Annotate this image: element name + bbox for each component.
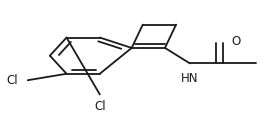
Text: HN: HN [181, 72, 199, 85]
Text: O: O [232, 35, 241, 48]
Text: Cl: Cl [94, 100, 106, 113]
Text: Cl: Cl [6, 74, 18, 87]
